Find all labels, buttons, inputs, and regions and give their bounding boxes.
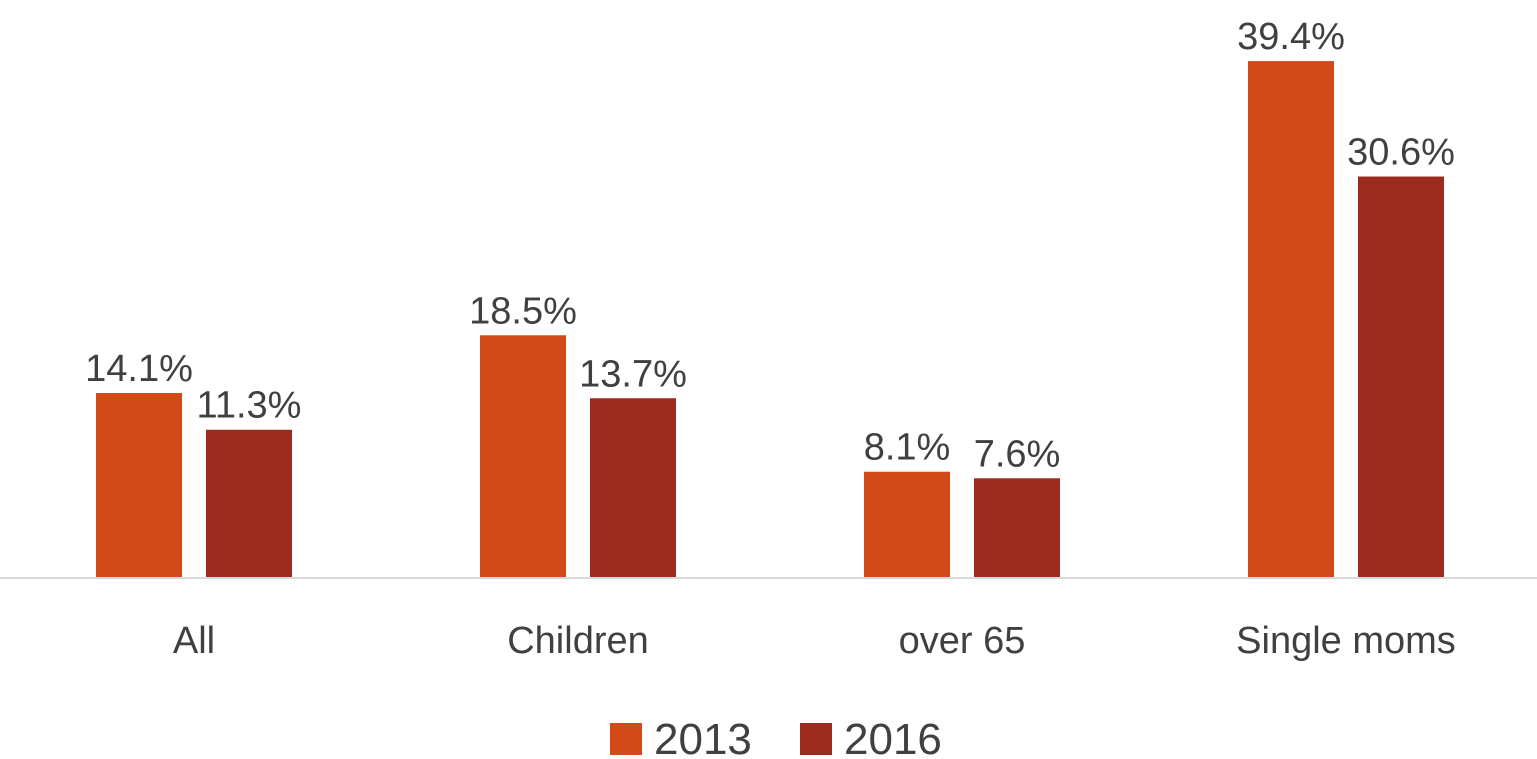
bar-2016-all bbox=[206, 429, 292, 578]
category-label-children: Children bbox=[507, 620, 649, 662]
data-label-2016-over-65: 7.6% bbox=[974, 433, 1061, 475]
data-label-2016-single-moms: 30.6% bbox=[1347, 132, 1455, 174]
bar-2013-single-moms bbox=[1248, 61, 1334, 578]
category-labels-layer: All Children over 65 Single moms bbox=[173, 620, 1456, 662]
bars-layer bbox=[96, 61, 1444, 578]
legend-swatch-2016 bbox=[800, 723, 832, 755]
legend-swatch-2013 bbox=[610, 723, 642, 755]
legend-label-2016: 2016 bbox=[844, 715, 942, 759]
category-label-all: All bbox=[173, 620, 215, 662]
category-label-single-moms: Single moms bbox=[1236, 620, 1456, 662]
legend-label-2013: 2013 bbox=[654, 715, 752, 759]
data-labels-layer: 14.1% 18.5% 8.1% 39.4% 11.3% 13.7% 7.6% 30.6% bbox=[85, 16, 1455, 475]
bar-2013-children bbox=[480, 335, 566, 578]
bar-2013-all bbox=[96, 393, 182, 578]
data-label-2013-single-moms: 39.4% bbox=[1237, 16, 1345, 58]
bar-2016-over-65 bbox=[974, 478, 1060, 578]
legend: 2013 2016 bbox=[610, 715, 942, 759]
category-label-over-65: over 65 bbox=[899, 620, 1026, 662]
bar-2013-over-65 bbox=[864, 471, 950, 578]
data-label-2016-all: 11.3% bbox=[197, 385, 302, 427]
bar-2016-children bbox=[590, 398, 676, 578]
data-label-2013-over-65: 8.1% bbox=[864, 427, 951, 469]
data-label-2013-all: 14.1% bbox=[85, 348, 193, 390]
data-label-2016-children: 13.7% bbox=[579, 353, 687, 395]
bar-2016-single-moms bbox=[1358, 176, 1444, 578]
data-label-2013-children: 18.5% bbox=[469, 290, 577, 332]
